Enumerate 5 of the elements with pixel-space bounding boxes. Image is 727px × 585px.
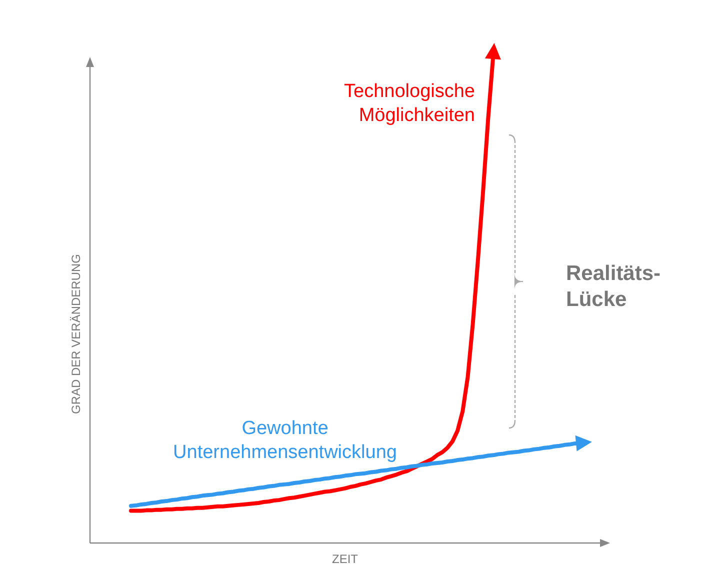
series-label: Technologische Möglichkeiten bbox=[344, 81, 475, 126]
y-axis-title: GRAD DER VERÄNDERUNG bbox=[69, 254, 83, 414]
annotation: Realitäts-Lücke bbox=[566, 262, 661, 311]
x-axis-title: ZEIT bbox=[332, 552, 359, 566]
series-label: Gewohnte Unternehmensentwicklung bbox=[173, 418, 397, 463]
